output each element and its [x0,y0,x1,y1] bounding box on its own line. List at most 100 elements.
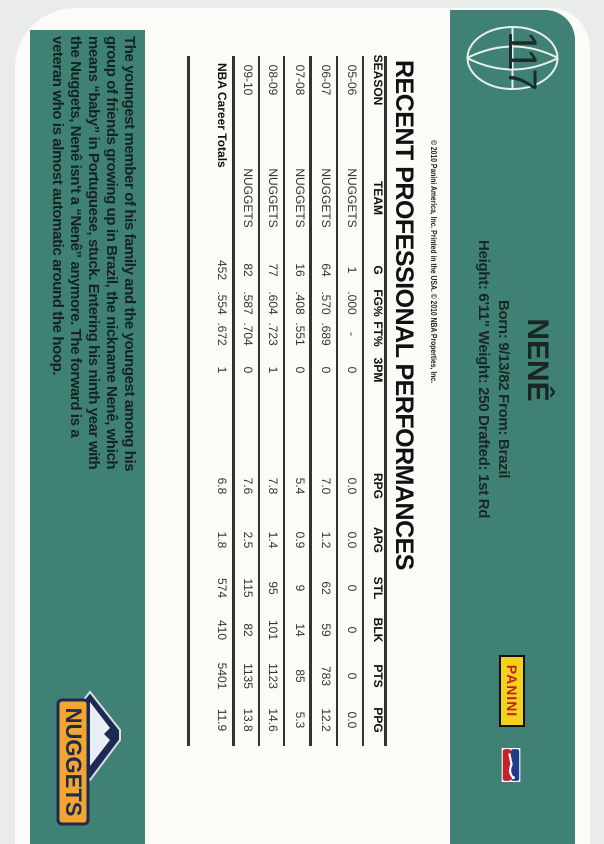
table-rule [232,56,235,746]
table-cell: 115 [241,578,255,598]
bio-line: group of friends growing up in Brazil, t… [103,36,120,470]
table-cell: 16 [293,263,307,277]
table-rule [283,56,285,746]
table-rule [336,56,338,746]
table-cell: 09-10 [241,64,255,96]
table-cell: 9 [293,584,307,592]
table-cell: 5.4 [293,477,307,495]
totals-cell: 452 [215,259,229,281]
table-rule [187,56,190,746]
table-cell: 1123 [266,663,280,689]
totals-cell: 5401 [215,662,229,690]
table-cell: NUGGETS [319,168,333,228]
table-cell: NUGGETS [241,168,255,228]
column-header: FG% [371,289,385,317]
panini-logo-text: PANINI [504,664,520,718]
table-cell: .604 [266,291,280,315]
table-cell: 0 [345,366,359,374]
table-cell: 5.3 [293,711,307,729]
table-cell: 08-09 [266,64,280,96]
copyright: © 2010 Panini America, Inc. Printed in t… [429,140,438,384]
column-header: 3PM [371,357,385,383]
table-cell: 783 [319,665,333,687]
table-cell: NUGGETS [293,168,307,228]
table-cell: 1.4 [266,531,280,549]
column-header: G [371,265,385,275]
table-cell: .704 [241,322,255,346]
table-cell: 7.0 [319,477,333,495]
table-cell: .551 [293,322,307,346]
table-rule [258,56,260,746]
table-cell: 07-08 [293,64,307,96]
table-cell: 62 [319,581,333,595]
column-header: FT% [371,321,385,347]
totals-cell: 1.8 [215,531,229,549]
table-cell: 82 [241,263,255,277]
stats-title: RECENT PROFESSIONAL PERFORMANCES [390,60,418,570]
table-cell: 14.6 [266,708,280,732]
table-cell: 95 [266,581,280,595]
totals-label: NBA Career Totals [215,63,229,168]
table-rule [309,56,312,746]
totals-cell: 6.8 [215,477,229,495]
table-cell: 0.9 [293,531,307,549]
totals-cell: .672 [215,322,229,346]
nba-logo-icon [501,748,521,782]
table-cell: 0 [319,366,333,374]
bio-line: means “baby” in Portuguese, stuck. Enter… [85,36,102,470]
nuggets-logo-icon: NUGGETS [56,690,121,826]
table-cell: 14 [293,623,307,637]
totals-cell: 410 [215,619,229,641]
table-cell: 1135 [241,663,255,689]
table-cell: 0.0 [345,711,359,729]
totals-cell: 1 [215,366,229,374]
table-cell: 06-07 [319,64,333,96]
table-cell: 0.0 [345,477,359,495]
column-header: SEASON [371,54,385,106]
table-cell: NUGGETS [266,168,280,228]
column-header: APG [371,526,385,554]
table-cell: 82 [241,623,255,637]
table-cell: 1 [345,266,359,274]
table-cell: 0 [345,626,359,634]
table-cell: .723 [266,322,280,346]
table-cell: 2.5 [241,531,255,549]
column-header: PPG [371,707,385,733]
totals-cell: .554 [215,291,229,315]
table-cell: 85 [293,669,307,683]
table-cell: 64 [319,263,333,277]
table-cell: .570 [319,291,333,315]
table-cell: 59 [319,623,333,637]
table-cell: 12.2 [319,708,333,732]
column-header: STL [371,576,385,600]
column-header: RPG [371,472,385,500]
table-cell: 7.6 [241,477,255,495]
bio-line: the Nuggets, Nenê isn't a “Nenê” anymore… [67,36,84,438]
table-cell: .408 [293,291,307,315]
table-cell: 0 [345,584,359,592]
table-cell: 77 [266,263,280,277]
born-info: Born: 9/13/82 From: Brazil [495,300,512,479]
nuggets-logo-text: NUGGETS [61,708,86,817]
bio-text: The youngest member of his family and th… [48,36,138,472]
card-number: 117 [500,31,544,89]
table-cell: .587 [241,291,255,315]
table-cell: 1.2 [319,531,333,549]
totals-cell: 574 [215,577,229,599]
column-header: BLK [371,617,385,643]
column-header: PTS [371,664,385,688]
height-info: Height: 6'11" Weight: 250 Drafted: 1st R… [475,240,492,519]
basketball-icon [466,26,559,90]
table-cell: 0 [241,366,255,374]
table-cell: 13.8 [241,708,255,732]
panini-logo: PANINI [499,655,525,727]
table-cell: 0 [345,672,359,680]
table-cell: .689 [319,322,333,346]
table-cell: 0.0 [345,531,359,549]
table-cell: 1 [266,366,280,374]
table-cell: NUGGETS [345,168,359,228]
totals-cell: 11.9 [215,708,229,732]
table-rule [362,56,364,746]
bio-line: The youngest member of his family and th… [121,36,138,472]
